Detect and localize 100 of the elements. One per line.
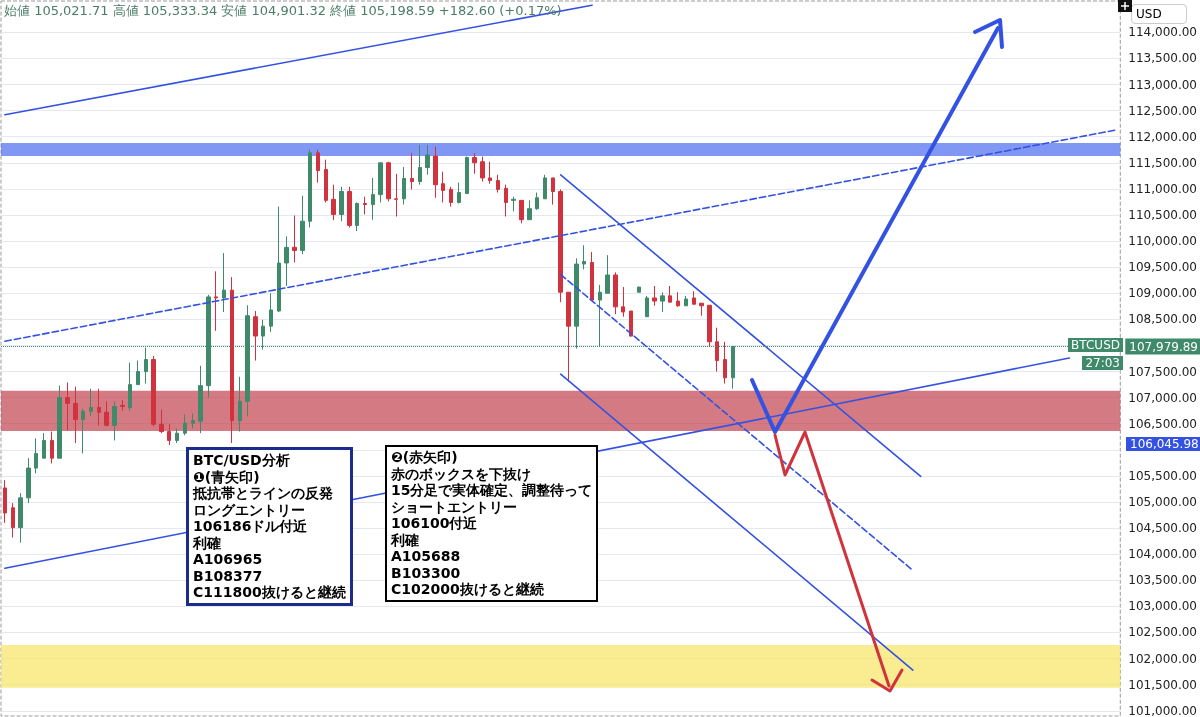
candlestick [457, 182, 461, 204]
candlestick [410, 152, 414, 190]
candlestick [214, 270, 218, 332]
y-tick-label: 110,500.00 [1128, 207, 1198, 222]
candlestick [112, 400, 117, 441]
candlestick [284, 235, 289, 287]
candlestick [394, 173, 398, 218]
candlestick [18, 492, 23, 544]
candlestick [331, 184, 336, 221]
candlestick [418, 144, 422, 186]
candlestick [465, 156, 469, 195]
candlestick [605, 254, 610, 294]
y-tick-label: 105,000.00 [1128, 495, 1198, 510]
candlestick [89, 388, 93, 417]
y-tick-label: 103,000.00 [1128, 599, 1198, 614]
candlestick [684, 295, 688, 307]
annotation: 利確 A105688 B103300 C102000抜けると継続 [391, 531, 545, 598]
candlestick [167, 423, 171, 446]
candlestick [496, 174, 500, 194]
candlestick [371, 177, 375, 221]
candlestick [535, 192, 539, 211]
y-tick-label: 114,000.00 [1128, 25, 1198, 40]
candlestick [590, 251, 594, 302]
annotation: 利確 A106965 B108377 C111800抜けると継続 [193, 534, 346, 601]
candlestick [65, 382, 70, 432]
candlestick [511, 196, 516, 212]
candlestick [519, 199, 524, 224]
candlestick [42, 432, 46, 459]
candlestick [551, 177, 555, 206]
y-tick-label: 112,000.00 [1128, 129, 1198, 144]
candlestick [128, 362, 132, 412]
candlestick [238, 376, 242, 433]
y-tick-label: 111,500.00 [1128, 155, 1198, 170]
candlestick [81, 408, 85, 454]
candlestick [645, 295, 649, 318]
text: 106,045.98 [1126, 437, 1200, 451]
candlestick [449, 186, 453, 208]
candlestick [339, 186, 344, 222]
candlestick [11, 502, 15, 539]
candlestick [558, 188, 563, 303]
annotation: BTC/USD分析 ❶(青矢印) 抵抗帯とラインの反発 [193, 452, 334, 502]
y-tick-label: 101,000.00 [1128, 703, 1198, 717]
annotation: 始値 105,021.71 高値 105,333.34 安値 104,901.32 終値 105,198.59 +182.60 (+0.17%) [4, 2, 562, 20]
candlestick [175, 427, 179, 444]
candlestick [699, 302, 704, 317]
candlestick [543, 174, 547, 200]
candlestick [316, 149, 320, 184]
candlestick [472, 152, 477, 175]
candlestick [347, 186, 352, 228]
candlestick [308, 149, 312, 228]
candlestick [637, 286, 641, 293]
y-tick-label: 113,000.00 [1128, 77, 1198, 92]
y-tick-label: 110,000.00 [1128, 234, 1198, 249]
y-tick-label: 104,000.00 [1128, 547, 1198, 562]
candlestick [120, 399, 125, 412]
candlestick [104, 400, 109, 427]
candlestick [652, 285, 657, 307]
candlestick [441, 171, 445, 203]
candlestick [425, 144, 430, 176]
candlestick [269, 292, 273, 333]
ref-line-label: 107,979.89 [1129, 339, 1199, 354]
candlestick [230, 276, 234, 444]
candlestick [566, 291, 571, 382]
y-tick-label: 109,000.00 [1128, 286, 1198, 301]
candlestick [433, 146, 438, 199]
y-tick-label: 108,500.00 [1128, 312, 1198, 327]
annotation: BTCUSD [1068, 338, 1123, 353]
y-tick-label: 107,500.00 [1128, 364, 1198, 379]
candlestick [378, 162, 383, 203]
y-tick-label: 106,500.00 [1128, 416, 1198, 431]
candlestick [480, 156, 485, 183]
candlestick [159, 409, 164, 434]
candlestick [136, 360, 140, 386]
candlestick [191, 412, 195, 429]
y-tick-label: 111,000.00 [1128, 181, 1198, 196]
y-tick-label: 105,500.00 [1128, 468, 1198, 483]
candlestick [57, 385, 62, 459]
candlestick [355, 201, 359, 232]
candlestick [300, 195, 305, 255]
candlestick [222, 252, 226, 313]
annotation: 27:03 [1082, 356, 1123, 371]
y-tick-label: 102,500.00 [1128, 625, 1198, 640]
y-tick-label: 109,500.00 [1128, 260, 1198, 275]
candlestick [692, 290, 696, 305]
candlestick [668, 285, 672, 303]
candlestick [582, 244, 586, 270]
candlestick [324, 159, 328, 203]
y-tick-label: 102,000.00 [1128, 651, 1198, 666]
y-tick-label: 101,500.00 [1128, 677, 1198, 692]
y-tick-label: 112,500.00 [1128, 103, 1198, 118]
annotation: ロングエントリー 106186ドル付近 [193, 501, 309, 535]
text: USD [1131, 4, 1187, 24]
candlestick [707, 304, 712, 348]
candlestick [488, 161, 492, 185]
candlestick [363, 196, 367, 215]
y-tick-label: 104,500.00 [1128, 521, 1198, 536]
candlestick [73, 386, 78, 444]
candlestick [613, 271, 618, 315]
annotation: ❷(赤矢印) 赤のボックスを下抜け 15分足で実体確定、調整待って [391, 449, 593, 499]
candlestick [277, 206, 281, 313]
